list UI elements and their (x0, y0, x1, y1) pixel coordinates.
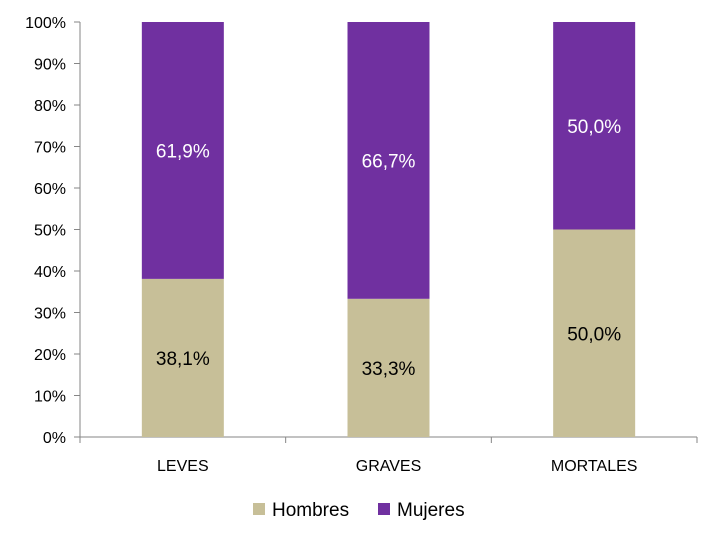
chart-axes: 0% 10% 20% 30% 40% 50% 60% 70% 80% 90% 100% LEVES GR… (25, 15, 698, 475)
legend-label-hombres: Hombres (272, 500, 349, 521)
data-label: 50,0% (567, 117, 621, 138)
chart-legend: Hombres Mujeres (253, 500, 465, 521)
y-tick-label: 80% (34, 98, 66, 115)
bar-segment-mujeres (553, 22, 636, 230)
data-label: 61,9% (156, 141, 210, 162)
bar-segment-mujeres (347, 22, 430, 299)
bar-segment-hombres (347, 298, 430, 437)
x-category-label: LEVES (157, 458, 209, 475)
y-tick-label: 0% (43, 430, 66, 447)
bar-segment-hombres (553, 229, 636, 437)
data-label: 50,0% (567, 324, 621, 345)
legend-swatch-hombres (253, 503, 265, 515)
y-tick-label: 60% (34, 181, 66, 198)
y-tick-label: 50% (34, 223, 66, 240)
chart-bars: 38,1% 61,9% 33,3% 66,7% 50,0% 50,0% (141, 22, 636, 437)
x-category-label: MORTALES (551, 458, 638, 475)
bar-segment-hombres (141, 278, 224, 437)
x-category-label: GRAVES (356, 458, 422, 475)
y-tick-label: 40% (34, 264, 66, 281)
y-tick-label: 30% (34, 306, 66, 323)
y-tick-label: 20% (34, 347, 66, 364)
data-label: 38,1% (156, 349, 210, 370)
legend-label-mujeres: Mujeres (397, 500, 465, 521)
y-tick-label: 90% (34, 57, 66, 74)
data-label: 66,7% (362, 151, 416, 172)
bar-segment-mujeres (141, 22, 224, 279)
y-tick-label: 70% (34, 140, 66, 157)
y-tick-label: 100% (25, 15, 66, 32)
legend-swatch-mujeres (378, 503, 390, 515)
data-label: 33,3% (362, 359, 416, 380)
y-tick-label: 10% (34, 389, 66, 406)
